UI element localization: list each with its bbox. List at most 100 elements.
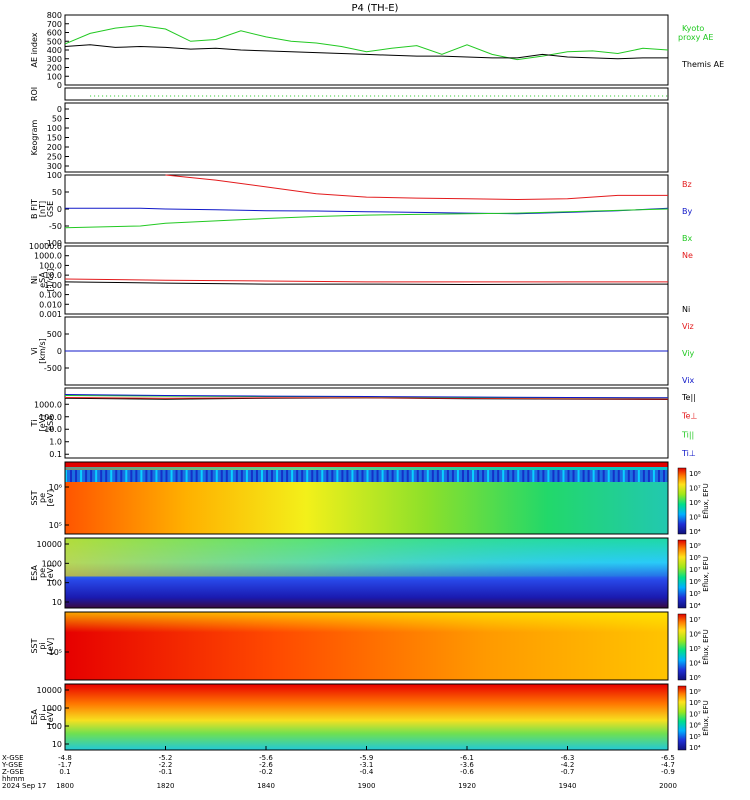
spectrogram-sst-i-overlay: [65, 612, 668, 680]
legend-label: Ti⊥: [681, 449, 696, 458]
spectrogram-stripe: [527, 470, 530, 482]
spectrogram-stripe: [406, 470, 409, 482]
y-tick-label: -500: [44, 364, 62, 373]
spectrogram-stripe: [125, 470, 128, 482]
spectrogram-stripe: [386, 470, 389, 482]
page-title: P4 (TH-E): [352, 3, 399, 14]
y-tick-label: 0.100: [39, 291, 62, 300]
spectrogram-esa-i: [65, 684, 668, 750]
y-tick-label: 50: [52, 115, 62, 124]
series-line: [64, 44, 668, 60]
x-tick-label: -0.9: [661, 768, 675, 776]
spectrogram-stripe: [235, 470, 238, 482]
y-tick-label: 10000: [37, 686, 62, 695]
panel-frame: [64, 102, 669, 173]
legend-label: Bz: [682, 180, 692, 189]
colorbar-tick-label: 10⁶: [689, 578, 701, 586]
spectrogram-stripe: [80, 470, 83, 482]
spectrogram-stripe: [205, 470, 208, 482]
x-tick-label: 0.1: [59, 768, 70, 776]
colorbar-label: Eflux, EFU: [702, 556, 710, 591]
colorbar-tick-label: 10⁸: [689, 554, 701, 562]
spectrogram-stripe: [200, 470, 203, 482]
x-tick-label: -0.2: [259, 768, 273, 776]
spectrogram-stripe: [582, 470, 585, 482]
legend-label: By: [682, 207, 692, 216]
y-tick-label: 1000: [42, 559, 62, 568]
panel-frame: [64, 87, 669, 101]
y-axis-label: [nT]: [38, 201, 47, 217]
spectrogram-stripe: [612, 470, 615, 482]
y-tick-label: -100: [44, 239, 62, 248]
spectrogram-stripe: [210, 470, 213, 482]
y-axis-label: SST: [30, 638, 39, 653]
y-tick-label: 100: [47, 124, 62, 133]
colorbar-tick-label: 10⁴: [689, 744, 701, 752]
spectrogram-stripe: [281, 470, 284, 482]
spectrogram-stripe: [522, 470, 525, 482]
panel-frame: [64, 387, 669, 459]
spectrogram-stripe: [316, 470, 319, 482]
spectrogram-stripe: [110, 470, 113, 482]
y-tick-label: 0: [57, 205, 62, 214]
spectrogram-stripe: [597, 470, 600, 482]
spectrogram-stripe: [537, 470, 540, 482]
spectrogram-stripe: [467, 470, 469, 482]
spectrogram-stripe: [326, 470, 329, 482]
colorbar-tick-label: 10⁶: [689, 631, 701, 639]
spectrogram-stripe: [477, 470, 480, 482]
spectrogram-stripe: [492, 470, 495, 482]
y-axis-label: [eV]: [46, 709, 55, 726]
spectrogram-stripe: [266, 470, 268, 482]
spectrogram-stripe: [542, 470, 545, 482]
x-tick-label: -0.7: [561, 768, 575, 776]
colorbar: [677, 685, 687, 751]
spectrogram-stripe: [411, 470, 414, 482]
spectrogram-stripe: [75, 470, 78, 482]
x-tick-label: -0.6: [460, 768, 474, 776]
y-tick-label: 100: [47, 722, 62, 731]
y-axis-label: SST: [30, 490, 39, 505]
colorbar: [677, 539, 687, 609]
spectrogram-stripe: [145, 470, 148, 482]
spectrogram-stripe: [346, 470, 349, 482]
panel-roi: [64, 87, 669, 101]
spectrogram-stripe: [487, 470, 490, 482]
spectrogram-stripe: [115, 470, 118, 482]
spectrogram-stripe: [547, 470, 550, 482]
spectrogram-stripe: [451, 470, 454, 482]
y-tick-label: 1000.0: [34, 252, 62, 261]
legend-label: proxy AE: [678, 33, 713, 42]
y-tick-label: 1000.0: [34, 400, 62, 409]
spectrogram-stripe: [381, 470, 384, 482]
spectrogram-stripe: [356, 470, 359, 482]
colorbar-tick-label: 10⁷: [689, 710, 701, 718]
y-tick-label: 0: [57, 81, 62, 90]
spectrogram-stripe: [65, 470, 67, 482]
spectrogram-stripe: [155, 470, 158, 482]
spectrogram-stripe: [627, 470, 630, 482]
x-tick-label: 1940: [559, 782, 577, 790]
legend-label: Ni: [682, 305, 690, 314]
x-tick-label: -2.6: [259, 761, 273, 769]
spectrogram-stripe: [301, 470, 304, 482]
colorbar-tick-label: 10⁹: [689, 542, 701, 550]
x-tick-label: 1800: [56, 782, 74, 790]
y-tick-label: 100.0: [39, 261, 62, 270]
spectrogram-stripe: [532, 470, 535, 482]
y-tick-label: 1000: [42, 704, 62, 713]
y-axis-label: Keogram: [30, 119, 39, 155]
spectrogram-stripe: [336, 470, 339, 482]
panel-vi: -500 0 500 Viz Viy Vix: [44, 316, 695, 386]
y-tick-label: 800: [47, 11, 62, 20]
y-axis-label: ROI: [30, 87, 39, 101]
y-tick-label: 500: [47, 330, 62, 339]
x-tick-label: -0.4: [360, 768, 374, 776]
legend-label: Bx: [682, 234, 692, 243]
x-tick-label: -6.5: [661, 754, 675, 762]
x-tick-label: -0.1: [159, 768, 173, 776]
spectrogram-stripe: [376, 470, 379, 482]
y-axis-label: pi: [38, 713, 47, 720]
y-axis-label: [eV]: [46, 638, 55, 655]
